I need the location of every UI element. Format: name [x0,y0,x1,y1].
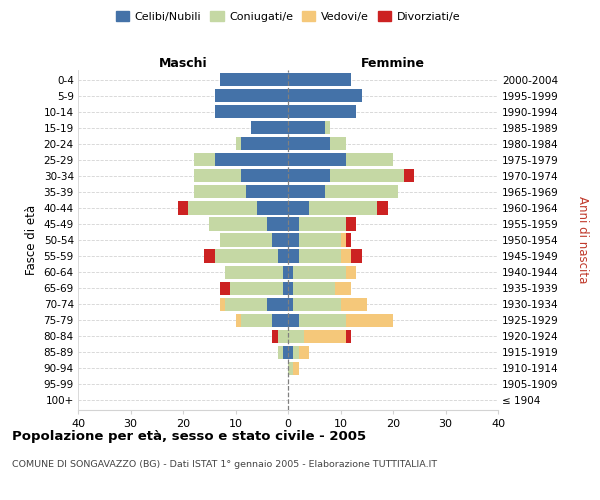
Bar [215,105,288,118]
Bar [220,234,272,246]
Bar [257,202,288,214]
Bar [288,186,325,198]
Bar [288,153,346,166]
Bar [241,314,272,327]
Bar [346,266,356,278]
Bar [288,250,299,262]
Bar [293,282,335,294]
Bar [346,218,356,230]
Bar [288,346,293,359]
Bar [251,121,288,134]
Bar [215,153,288,166]
Bar [293,298,341,310]
Text: Femmine: Femmine [361,57,425,70]
Bar [304,330,346,343]
Bar [272,234,288,246]
Bar [288,170,330,182]
Bar [288,234,299,246]
Bar [341,250,351,262]
Bar [330,170,404,182]
Bar [215,89,288,102]
Bar [346,234,351,246]
Bar [288,298,293,310]
Bar [241,137,288,150]
Bar [267,218,288,230]
Bar [288,121,325,134]
Bar [235,137,241,150]
Bar [225,266,283,278]
Bar [193,186,246,198]
Bar [215,250,277,262]
Text: Popolazione per età, sesso e stato civile - 2005: Popolazione per età, sesso e stato civil… [12,430,366,443]
Bar [299,250,341,262]
Bar [404,170,414,182]
Bar [293,346,299,359]
Bar [246,186,288,198]
Bar [193,153,215,166]
Bar [325,121,330,134]
Bar [351,250,361,262]
Bar [299,314,346,327]
Bar [277,330,288,343]
Bar [299,218,346,230]
Bar [225,298,267,310]
Bar [346,330,351,343]
Bar [283,266,288,278]
Bar [288,218,299,230]
Bar [277,250,288,262]
Y-axis label: Fasce di età: Fasce di età [25,205,38,275]
Bar [288,266,293,278]
Bar [241,170,288,182]
Bar [277,346,283,359]
Bar [283,346,288,359]
Bar [377,202,388,214]
Bar [220,282,230,294]
Bar [288,105,356,118]
Bar [288,330,304,343]
Bar [299,346,309,359]
Bar [288,362,293,375]
Bar [193,170,241,182]
Bar [178,202,188,214]
Bar [230,282,283,294]
Text: Maschi: Maschi [158,57,208,70]
Bar [330,137,346,150]
Bar [188,202,257,214]
Bar [272,314,288,327]
Bar [288,137,330,150]
Bar [288,314,299,327]
Bar [204,250,215,262]
Legend: Celibi/Nubili, Coniugati/e, Vedovi/e, Divorziati/e: Celibi/Nubili, Coniugati/e, Vedovi/e, Di… [112,8,464,25]
Bar [288,202,309,214]
Bar [341,298,367,310]
Bar [283,282,288,294]
Text: COMUNE DI SONGAVAZZO (BG) - Dati ISTAT 1° gennaio 2005 - Elaborazione TUTTITALIA: COMUNE DI SONGAVAZZO (BG) - Dati ISTAT 1… [12,460,437,469]
Bar [309,202,377,214]
Bar [325,186,398,198]
Bar [335,282,351,294]
Y-axis label: Anni di nascita: Anni di nascita [575,196,589,284]
Bar [288,73,351,86]
Bar [220,298,225,310]
Bar [272,330,277,343]
Bar [346,153,393,166]
Bar [299,234,341,246]
Bar [209,218,267,230]
Bar [341,234,346,246]
Bar [288,282,293,294]
Bar [293,266,346,278]
Bar [235,314,241,327]
Bar [346,314,393,327]
Bar [267,298,288,310]
Bar [293,362,299,375]
Bar [220,73,288,86]
Bar [288,89,361,102]
